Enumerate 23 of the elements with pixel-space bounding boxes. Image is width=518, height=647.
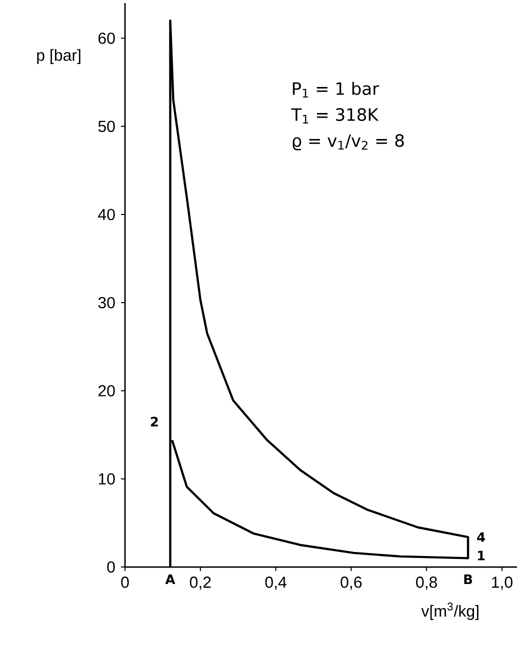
y-tick-label: 50	[98, 120, 115, 132]
x-tick-label: 0,2	[190, 576, 211, 590]
y-tick-label: 30	[98, 296, 115, 308]
y-tick-label: 20	[98, 385, 115, 396]
annotation: P$_{1}$ = 1 bar	[292, 82, 379, 98]
annotation: T$_{1}$ = 318K	[291, 108, 379, 124]
y-tick-label: 40	[98, 208, 115, 220]
x-tick-label: 0	[120, 576, 129, 588]
annotation: A	[165, 574, 176, 584]
annotation: ϱ = v$_{1}$/v$_{2}$ = 8	[292, 134, 404, 150]
x-tick-label: 1,0	[492, 576, 512, 590]
annotation: 4	[476, 532, 485, 542]
y-tick-label: 0	[107, 561, 115, 573]
y-tick-label: 60	[98, 32, 115, 44]
annotation: 1	[478, 550, 485, 560]
y-tick-label: 10	[98, 473, 115, 485]
annotation: B	[464, 574, 472, 584]
annotation: 2	[150, 416, 158, 426]
x-tick-label: 0,8	[416, 576, 437, 590]
x-tick-label: 0,4	[265, 576, 286, 590]
x-axis-title: v[m$^{3}$/kg]	[421, 602, 478, 620]
y-axis-title: p [bar]	[36, 49, 80, 64]
x-tick-label: 0,6	[340, 576, 362, 590]
